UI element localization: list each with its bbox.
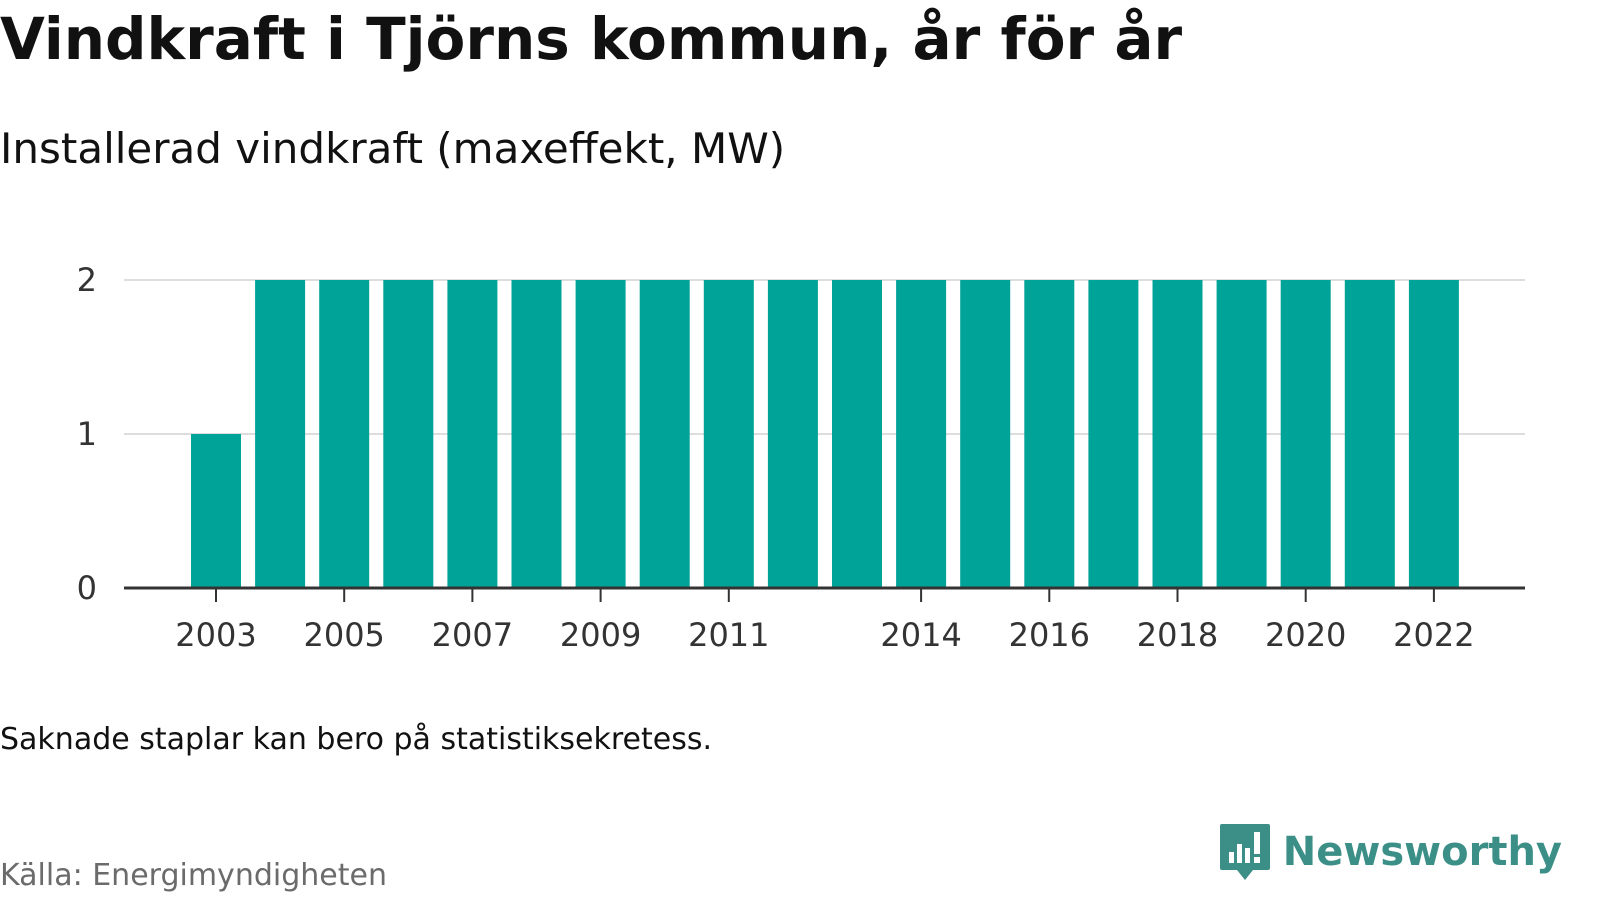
- bar-chart: 0 1 2 2003 2005 2007 2009 2011 2014 2016 2018 2020 2…: [77, 261, 1525, 654]
- x-tick-label: 2003: [175, 616, 256, 654]
- x-tick-label: 2018: [1137, 616, 1218, 654]
- axes: 0 1 2 2003 2005 2007 2009 2011 2014 2016 2018 2020 2…: [77, 261, 1525, 654]
- newsworthy-logo-icon: [1219, 824, 1270, 880]
- brand-logo: Newsworthy: [1219, 822, 1562, 882]
- bar-2013: [832, 280, 882, 588]
- x-tick-label: 2016: [1009, 616, 1090, 654]
- bar-2006: [383, 280, 434, 588]
- y-tick-label: 1: [77, 415, 97, 453]
- x-tick-label: 2011: [688, 616, 769, 654]
- bars: [191, 280, 1459, 588]
- bar-2010: [639, 280, 690, 588]
- x-tick-label: 2020: [1265, 616, 1346, 654]
- bar-2018: [1152, 280, 1203, 588]
- bar-2022: [1408, 280, 1459, 588]
- bar-2012: [767, 280, 818, 588]
- footnote: Saknade staplar kan bero på statistiksek…: [0, 722, 713, 757]
- y-tick-label: 0: [77, 569, 97, 607]
- brand-name: Newsworthy: [1282, 829, 1562, 875]
- bar-2019: [1216, 280, 1267, 588]
- bar-2005: [319, 280, 370, 588]
- chart-title: Vindkraft i Tjörns kommun, år för år: [0, 5, 1183, 73]
- bar-2020: [1280, 280, 1331, 588]
- bar-2017: [1088, 280, 1139, 588]
- x-tick-label: 2022: [1393, 616, 1474, 654]
- bar-2008: [511, 280, 562, 588]
- bar-2021: [1344, 280, 1395, 588]
- x-tick-label: 2005: [303, 616, 384, 654]
- x-tick-label: 2009: [560, 616, 641, 654]
- bar-2007: [447, 280, 498, 588]
- bar-2003: [191, 434, 241, 588]
- chart-subtitle: Installerad vindkraft (maxeffekt, MW): [0, 124, 786, 173]
- bar-2014: [896, 280, 947, 588]
- bar-2009: [575, 280, 626, 588]
- x-tick-label: 2014: [880, 616, 961, 654]
- x-tick-label: 2007: [432, 616, 513, 654]
- bar-2004: [255, 280, 306, 588]
- source-credit: Källa: Energimyndigheten: [0, 858, 387, 893]
- bar-2016: [1024, 280, 1075, 588]
- bar-2015: [960, 280, 1011, 588]
- y-tick-label: 2: [77, 261, 97, 299]
- bar-2011: [703, 280, 754, 588]
